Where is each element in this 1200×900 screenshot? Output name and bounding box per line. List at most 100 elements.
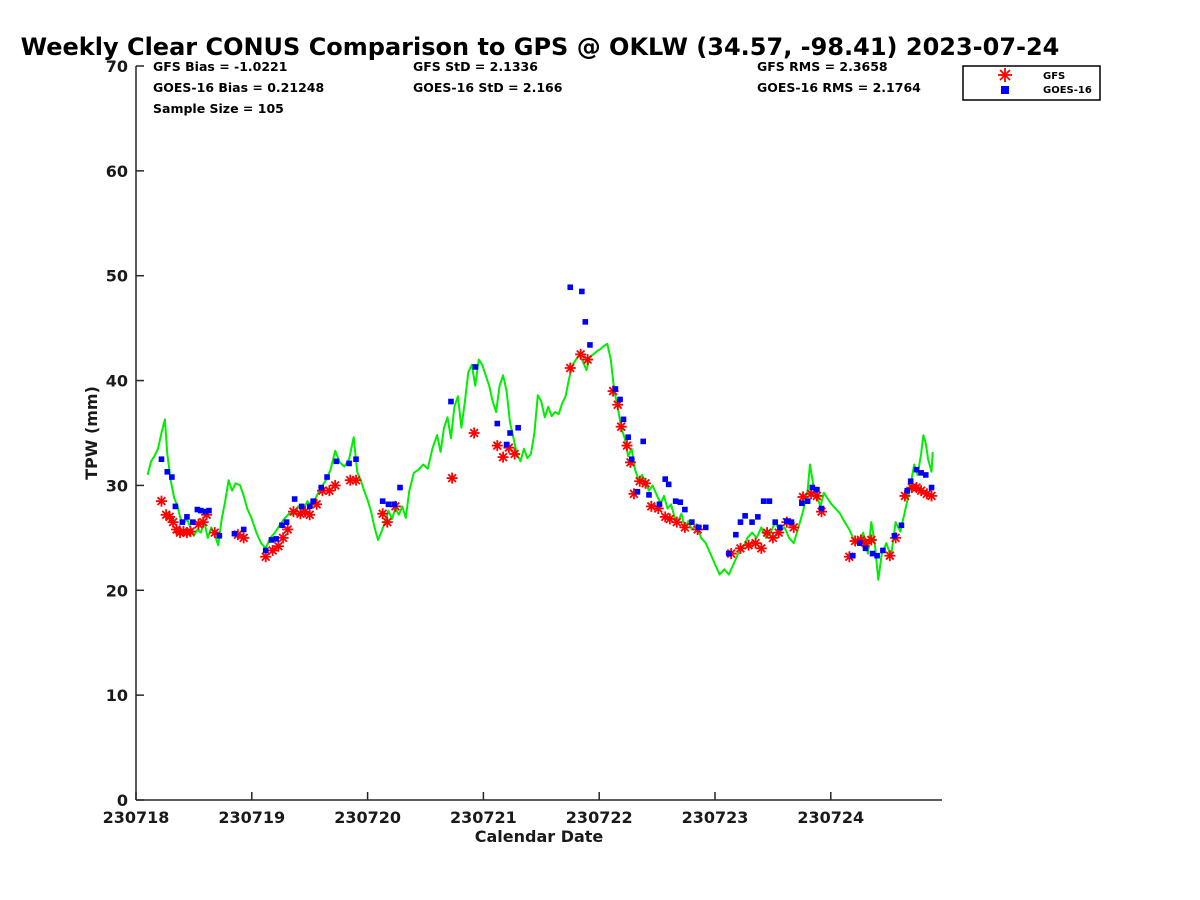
goes16-point (772, 519, 779, 525)
goes16-point (318, 484, 325, 491)
goes16-point (869, 550, 876, 557)
series-line-gps (146, 342, 934, 581)
gfs-point (238, 532, 250, 544)
goes16-point (172, 503, 179, 510)
legend-gfs-asterisk (998, 68, 1012, 82)
goes16-point (777, 524, 783, 531)
goes16-point (928, 484, 935, 491)
goes16-point (904, 487, 911, 494)
gfs-point (446, 472, 458, 484)
goes16-point (760, 498, 767, 504)
stat-sample-size: Sample Size = 105 (153, 101, 284, 116)
stat-goes-bias: GOES-16 Bias = 0.21248 (153, 80, 324, 95)
goes16-point (184, 514, 190, 520)
gfs-point (671, 516, 683, 528)
gfs-point (865, 534, 877, 546)
gfs-point (679, 521, 691, 533)
gfs-point (193, 518, 205, 530)
x-tick-label: 230723 (682, 808, 749, 827)
goes16-point (503, 441, 510, 448)
plot-axes (135, 66, 942, 801)
goes16-point (612, 386, 619, 392)
gfs-point (755, 542, 767, 554)
gfs-point (615, 421, 627, 433)
goes16-point (283, 519, 290, 525)
goes16-point (198, 507, 204, 514)
goes16-point (620, 416, 627, 423)
stat-gfs-std: GFS StD = 2.1336 (413, 59, 538, 74)
goes16-point (737, 519, 744, 525)
goes16-point (804, 498, 811, 504)
goes16-point (788, 519, 795, 525)
goes16-point (640, 438, 647, 445)
goes16-point (507, 430, 513, 436)
y-axis-label: TPW (mm) (82, 386, 101, 480)
x-tick-label: 230724 (797, 808, 864, 827)
goes16-point (448, 398, 454, 405)
goes16-point (862, 545, 869, 552)
goes16-point (755, 514, 761, 520)
gfs-point (329, 479, 341, 491)
goes16-point (891, 532, 898, 539)
legend-goes-label: GOES-16 (1043, 85, 1092, 96)
stat-goes-rms: GOES-16 RMS = 2.1764 (757, 80, 921, 95)
goes16-point (665, 481, 672, 488)
goes16-point (298, 503, 305, 510)
goes16-point (850, 552, 856, 559)
goes16-point (646, 492, 652, 498)
goes16-point (625, 434, 631, 440)
goes16-point (306, 503, 313, 510)
goes16-point (273, 536, 279, 542)
goes16-point (268, 537, 275, 543)
goes16-point (391, 501, 398, 508)
goes16-point (324, 474, 330, 480)
stats-block: GFS Bias = -1.0221 GOES-16 Bias = 0.2124… (153, 59, 921, 116)
goes16-point (385, 501, 392, 508)
gfs-point (621, 440, 633, 452)
gfs-point (277, 532, 289, 544)
gfs-point (282, 523, 294, 535)
gfs-point (582, 354, 594, 366)
goes16-point (472, 364, 479, 370)
goes16-point (814, 486, 820, 493)
goes16-point (922, 472, 929, 478)
legend-box (962, 65, 1101, 101)
goes16-point (169, 474, 175, 480)
goes16-point (279, 522, 285, 529)
goes16-point (206, 507, 212, 514)
goes16-point (262, 547, 269, 554)
y-tick-label: 40 (106, 372, 128, 391)
gfs-point (272, 540, 284, 552)
goes16-point (672, 498, 679, 504)
goes16-point (587, 342, 593, 348)
x-tick-label: 230720 (334, 808, 401, 827)
gfs-point (184, 526, 196, 538)
goes16-point (353, 456, 359, 463)
gfs-point (304, 509, 316, 521)
gfs-point (377, 508, 389, 520)
x-axis-label: Calendar Date (475, 827, 604, 846)
goes16-point (766, 498, 773, 504)
y-ticks: 0 10 20 30 40 50 60 70 (106, 57, 144, 810)
goes16-point (582, 319, 589, 325)
gfs-point (381, 516, 393, 528)
goes16-point (194, 506, 201, 513)
goes16-point (749, 519, 755, 525)
goes16-point (216, 532, 223, 539)
gfs-point (260, 551, 272, 563)
gfs-point (509, 448, 521, 460)
goes16-point (677, 499, 684, 506)
y-tick-label: 70 (106, 57, 128, 76)
goes16-point (617, 396, 623, 403)
stat-gfs-bias: GFS Bias = -1.0221 (153, 59, 287, 74)
goes16-point (231, 530, 238, 537)
goes16-point (158, 456, 165, 463)
goes16-point (567, 284, 574, 291)
goes16-point (856, 540, 863, 546)
goes16-point (189, 519, 196, 525)
gfs-point (155, 495, 167, 507)
goes16-point (333, 458, 340, 465)
gfs-point (267, 544, 279, 556)
